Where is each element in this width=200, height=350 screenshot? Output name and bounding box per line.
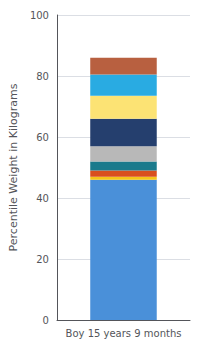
svg-text:Boy 15 years 9 months: Boy 15 years 9 months (66, 328, 182, 339)
svg-text:Percentile Weight in Kilograms: Percentile Weight in Kilograms (7, 83, 20, 251)
svg-text:0: 0 (43, 315, 49, 326)
svg-text:100: 100 (30, 10, 49, 21)
svg-text:40: 40 (36, 193, 49, 204)
svg-text:60: 60 (36, 132, 49, 143)
svg-text:80: 80 (36, 71, 49, 82)
svg-text:20: 20 (36, 254, 49, 265)
